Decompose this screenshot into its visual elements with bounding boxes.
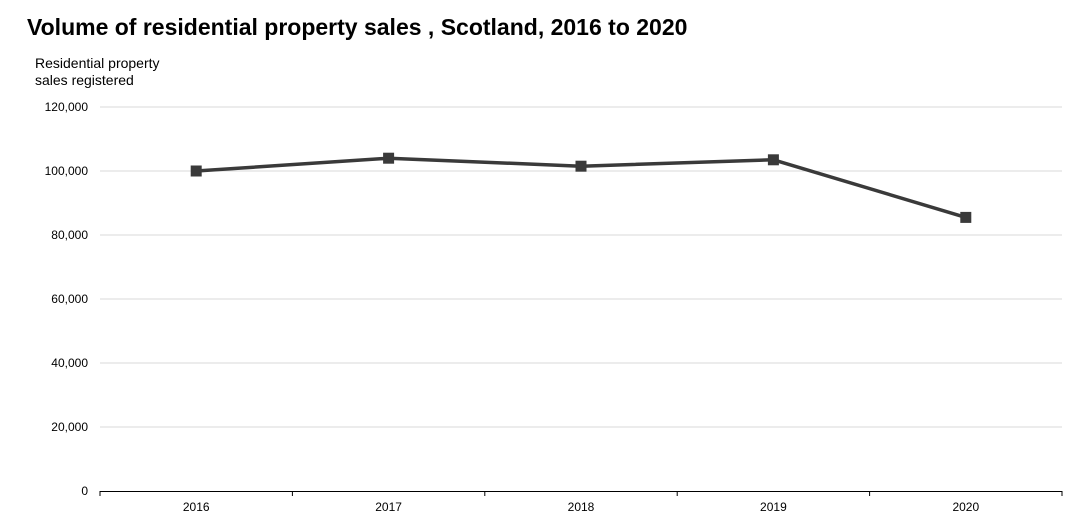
x-tick-label: 2018 [568,500,595,514]
y-tick-label: 60,000 [51,292,88,306]
y-tick-labels: 0 20,000 40,000 60,000 80,000 100,000 120,000 [45,100,89,498]
y-tick-label: 120,000 [45,100,89,114]
data-point-2018 [575,160,587,172]
x-tick-label: 2016 [183,500,210,514]
y-tick-label: 100,000 [45,164,89,178]
y-tick-label: 0 [81,484,88,498]
x-tick-label: 2019 [760,500,787,514]
x-tick-labels: 2016 2017 2018 2019 2020 [183,500,980,514]
x-tick-label: 2017 [375,500,402,514]
data-point-2017 [383,152,395,164]
y-axis-label: Residential property sales registered [35,55,160,88]
y-tick-label: 20,000 [51,420,88,434]
data-point-2020 [960,211,972,223]
x-axis [99,491,1063,496]
y-tick-label: 40,000 [51,356,88,370]
chart-title: Volume of residential property sales , S… [27,14,688,40]
data-series [190,152,972,223]
x-tick-label: 2020 [952,500,979,514]
y-gridlines [100,106,1062,428]
data-point-2019 [767,154,779,166]
y-tick-label: 80,000 [51,228,88,242]
data-point-2016 [190,165,202,177]
